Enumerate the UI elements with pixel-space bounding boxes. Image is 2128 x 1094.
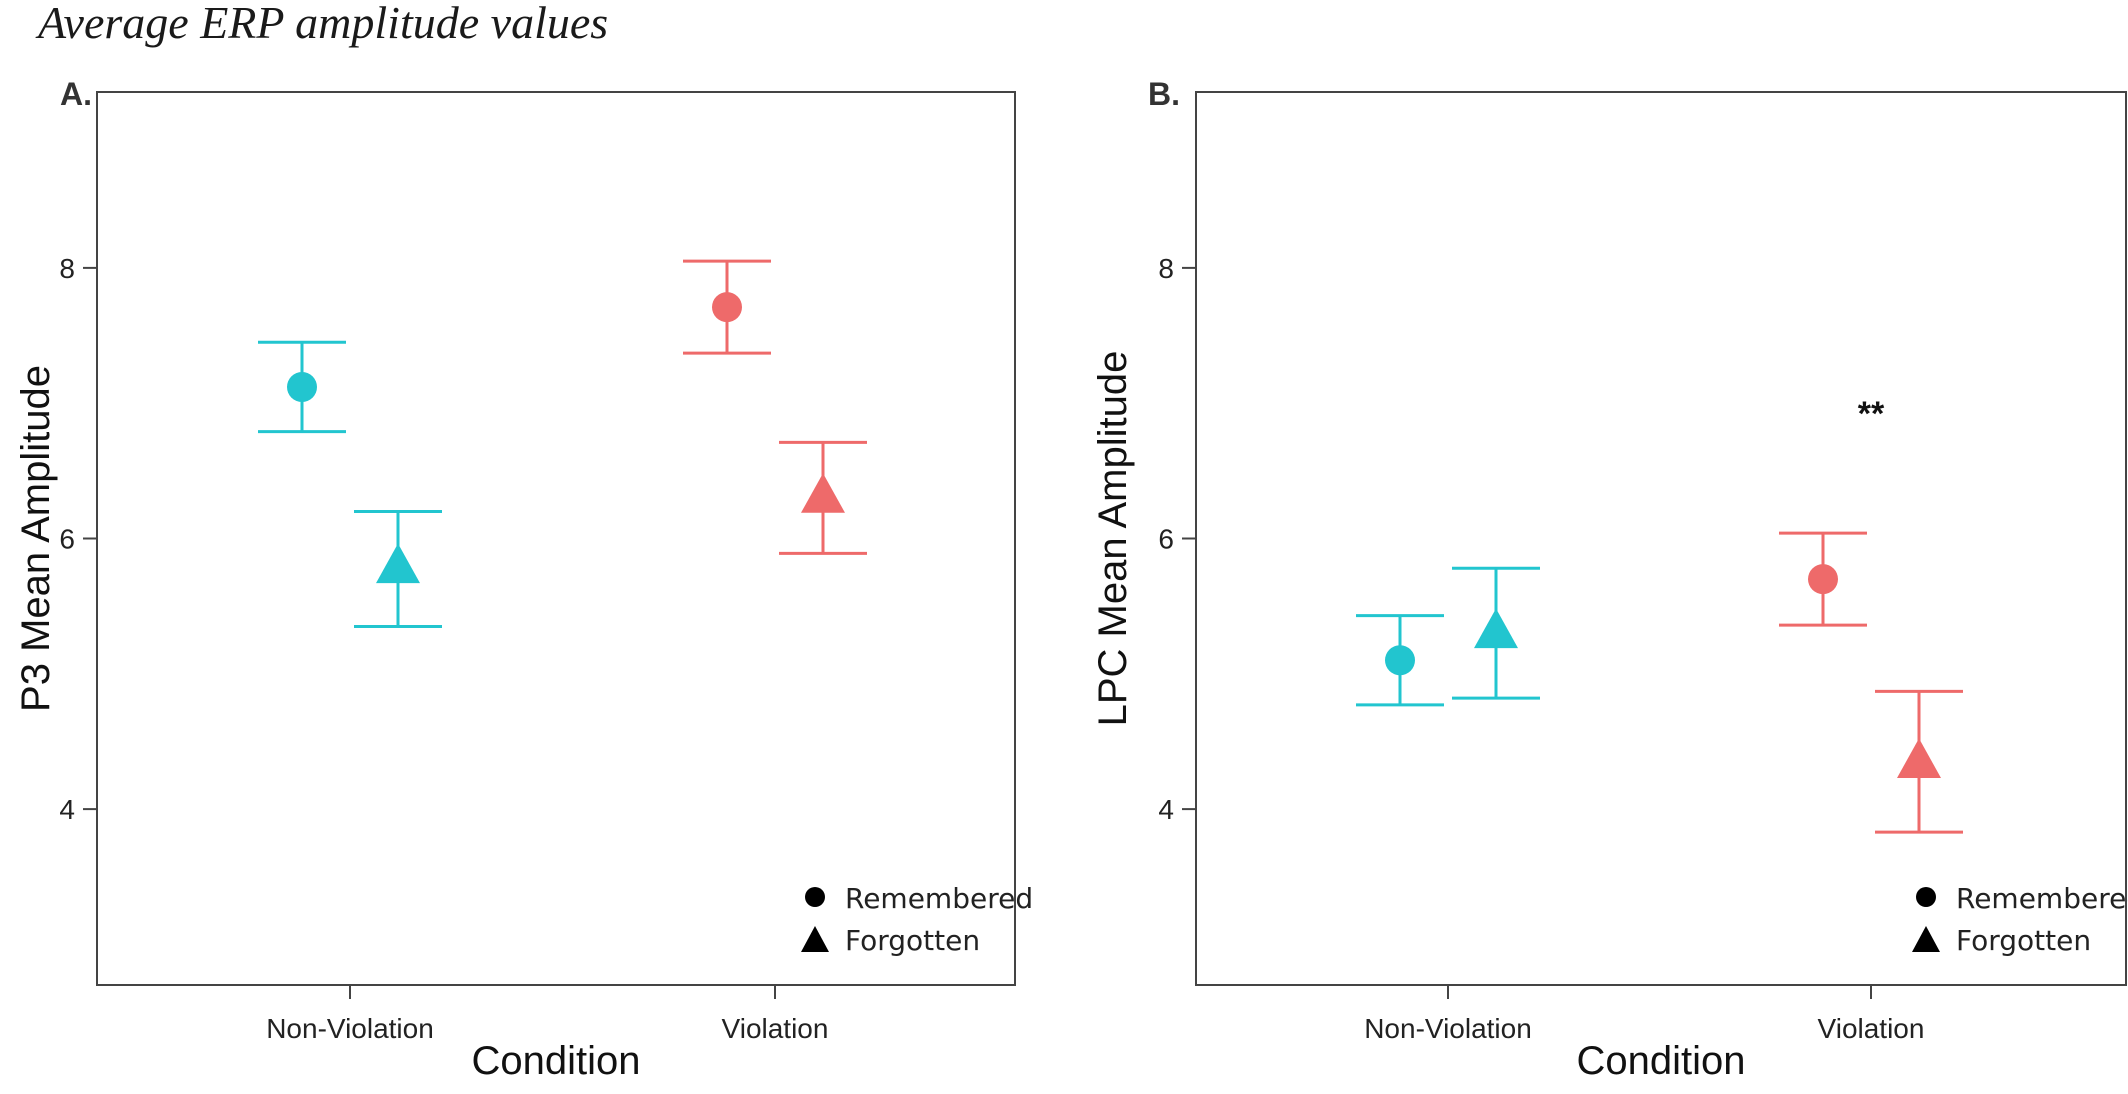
legend-triangle-marker xyxy=(801,926,829,952)
plot-frame xyxy=(1195,91,2127,986)
x-tick-label: Violation xyxy=(1818,1013,1925,1044)
x-tick-label: Non-Violation xyxy=(266,1013,434,1044)
forgotten-non-violation-point xyxy=(1474,608,1518,649)
plot-frame xyxy=(96,91,1016,986)
remembered-violation-point xyxy=(712,292,742,323)
legend-label-forgotten: Forgotten xyxy=(1956,924,2091,957)
significance-marker: ** xyxy=(1858,395,1885,433)
x-axis-title: Condition xyxy=(1576,1039,1745,1083)
remembered-non-violation-point xyxy=(1385,645,1415,676)
forgotten-violation-point xyxy=(1897,738,1941,778)
figure-title: Average ERP amplitude values xyxy=(38,0,609,48)
panel-a: A. 4 6 8 Non-Violation Violation Condition P3 M… xyxy=(14,76,1033,1083)
forgotten-violation-point xyxy=(801,473,845,513)
remembered-violation-point xyxy=(1808,564,1838,595)
y-tick-label: 4 xyxy=(1158,794,1174,825)
legend-circle-marker xyxy=(805,887,825,907)
y-tick-label: 6 xyxy=(1158,524,1174,555)
y-tick-label: 8 xyxy=(1158,253,1174,284)
legend-triangle-marker xyxy=(1912,926,1940,952)
legend-circle-marker xyxy=(1916,887,1936,907)
remembered-non-violation-point xyxy=(287,371,317,402)
y-axis-title: LPC Mean Amplitude xyxy=(1091,351,1135,727)
y-tick-label: 8 xyxy=(59,253,75,284)
x-tick-label: Violation xyxy=(722,1013,829,1044)
forgotten-non-violation-point xyxy=(376,543,420,584)
panel-label: B. xyxy=(1148,76,1180,112)
y-tick-label: 6 xyxy=(59,524,75,555)
y-tick-label: 4 xyxy=(59,794,75,825)
x-axis-title: Condition xyxy=(471,1039,640,1083)
panel-b: B. 4 6 8 Non-Violation Violation Condition LPC … xyxy=(1091,76,2128,1083)
legend-label-forgotten: Forgotten xyxy=(845,924,980,957)
x-tick-label: Non-Violation xyxy=(1364,1013,1532,1044)
legend-label-remembered: Remembered xyxy=(845,882,1033,915)
legend-label-remembered: Remembered xyxy=(1956,882,2128,915)
panel-label: A. xyxy=(60,76,92,112)
y-axis-title: P3 Mean Amplitude xyxy=(14,365,58,712)
